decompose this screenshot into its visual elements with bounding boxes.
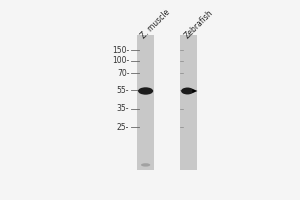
Text: 150-: 150- — [112, 46, 129, 55]
Bar — [180, 35, 197, 170]
Text: Zebrafish: Zebrafish — [182, 8, 214, 40]
Text: 25-: 25- — [117, 123, 129, 132]
Polygon shape — [192, 89, 197, 93]
Ellipse shape — [138, 87, 153, 95]
Text: 100-: 100- — [112, 56, 129, 65]
Bar — [137, 35, 154, 170]
Text: 70-: 70- — [117, 69, 129, 78]
Ellipse shape — [181, 88, 194, 94]
Text: 55-: 55- — [117, 86, 129, 95]
Ellipse shape — [141, 163, 150, 167]
Text: 35-: 35- — [117, 104, 129, 113]
Text: Z. muscle: Z. muscle — [139, 7, 172, 40]
